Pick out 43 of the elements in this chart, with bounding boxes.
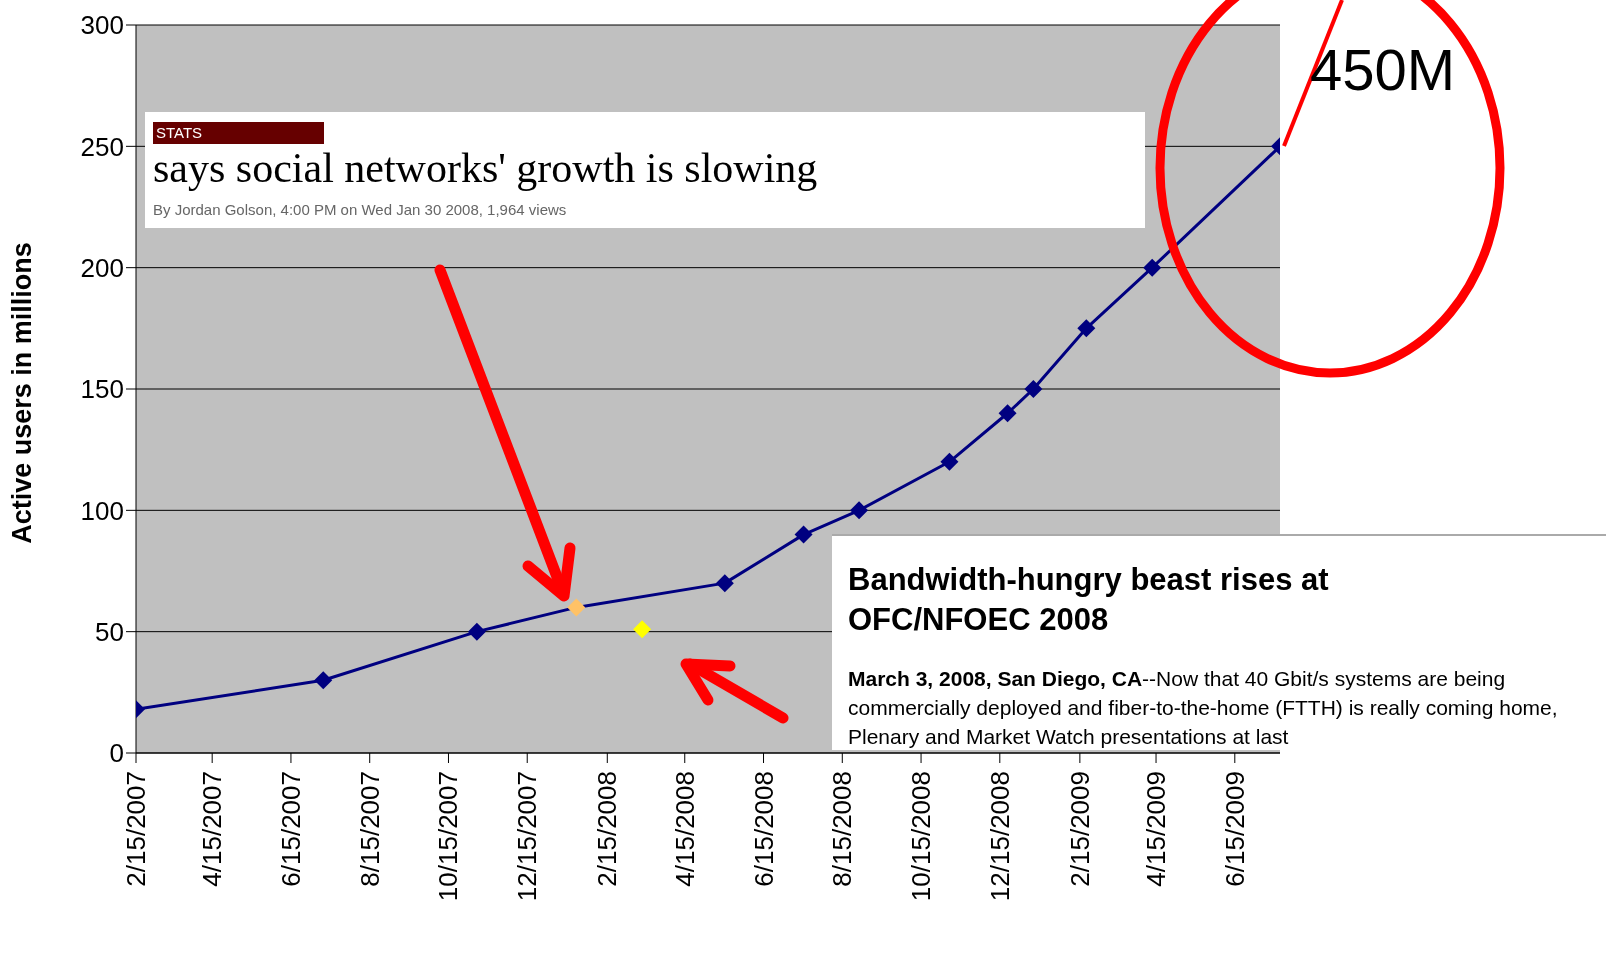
- point: [633, 620, 652, 639]
- point: [314, 671, 333, 690]
- y-tick-label: 100: [80, 495, 124, 526]
- label-tag: STATS: [153, 122, 324, 144]
- news-clipping: STATS says social networks' growth is slowing By Jordan Golson, 4:00 PM on Wed Jan 30 2008, 1,964 views: [145, 112, 1145, 228]
- point: [715, 574, 734, 593]
- annotation: March 3, 2008, San Diego, CA: [848, 667, 1143, 690]
- x-tick-label: 12/15/2007: [512, 771, 543, 902]
- point: [940, 452, 959, 471]
- y-axis-title: Active users in millions: [6, 242, 38, 544]
- annotation: By Jordan Golson, 4:00 PM on Wed Jan 30 2008, 1,964 views: [153, 201, 567, 218]
- x-tick-label: 2/15/2007: [121, 771, 151, 887]
- x-tick-label: 2/15/2009: [1064, 771, 1095, 887]
- point: [1077, 319, 1096, 338]
- y-tick-label: 200: [80, 252, 124, 283]
- annotation: Bandwidth-hungry beast rises at OFC/NFOEC 2008: [848, 561, 1330, 639]
- x-tick-label: 6/15/2007: [275, 771, 306, 887]
- point: [850, 501, 869, 520]
- x-tick-label: 12/15/2008: [984, 771, 1015, 902]
- x-tick-label: 4/15/2008: [669, 771, 700, 887]
- y-tick-label: 250: [80, 131, 124, 162]
- x-tick-label: 10/15/2007: [433, 771, 464, 902]
- y-tick-label: 150: [80, 374, 124, 405]
- point: [998, 404, 1017, 423]
- x-tick-label: 4/15/2009: [1141, 771, 1172, 887]
- x-tick-label: 2/15/2008: [592, 771, 623, 887]
- point: [567, 598, 586, 617]
- text: 450M: [1310, 36, 1456, 103]
- point: [467, 622, 486, 641]
- news-excerpt: Bandwidth-hungry beast rises at OFC/NFOEC 2008 March 3, 2008, San Diego, CA--Now that 40 Gbit/s systems are being commercially deployed and fiber-to-the-home (FTTH) is really coming home, Plenary and Market Watch presentations at last: [832, 534, 1606, 750]
- y-tick-label: 300: [80, 10, 124, 41]
- x-tick-label: 10/15/2008: [906, 771, 937, 902]
- point: [1143, 258, 1162, 277]
- point: [1024, 380, 1043, 398]
- y-tick-label: 50: [95, 616, 124, 647]
- x-tick-label: 8/15/2007: [354, 771, 385, 887]
- point: [794, 525, 813, 544]
- x-tick-label: 4/15/2007: [197, 771, 228, 887]
- y-tick-label: 0: [109, 738, 124, 769]
- x-tick-label: 6/15/2008: [748, 771, 779, 887]
- x-tick-label: 8/15/2008: [827, 771, 858, 887]
- annotation: says social networks' growth is slowing: [153, 144, 818, 192]
- x-tick-label: 6/15/2009: [1219, 771, 1250, 887]
